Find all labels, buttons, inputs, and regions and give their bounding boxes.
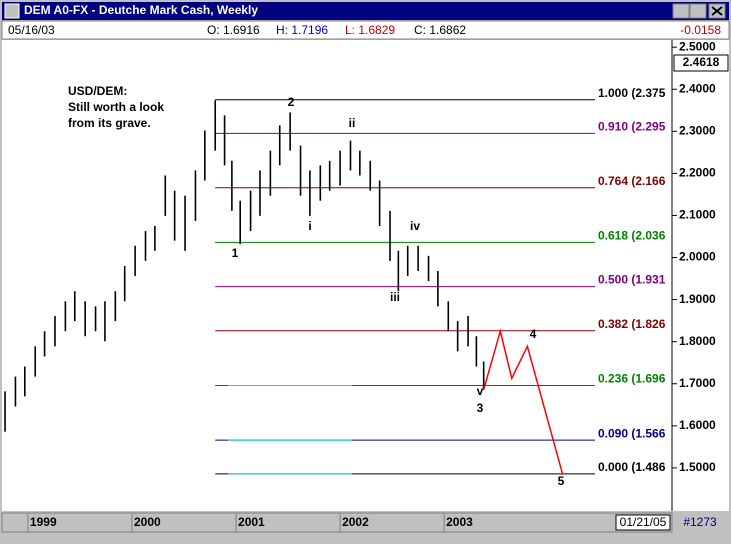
last-price-box (673, 54, 729, 72)
wave-label: 3 (477, 401, 484, 415)
wave-label: 1 (232, 246, 239, 260)
info-close: C: 1.6862 (414, 23, 466, 37)
info-open: O: 1.6916 (207, 23, 260, 37)
info-change: -0.0158 (680, 23, 721, 37)
wave-label: 4 (530, 327, 537, 341)
annotation-line: Still worth a look (68, 100, 164, 114)
x-tick-label: 2000 (134, 515, 161, 529)
title-bar (2, 2, 729, 20)
fib-label: 0.618 (2.036 (598, 229, 666, 243)
projection-line (482, 328, 564, 475)
x-tick-label: 2001 (238, 515, 265, 529)
fib-label: 0.382 (1.826 (598, 317, 666, 331)
y-tick-label: 1.9000 (679, 292, 716, 306)
footer-date-box (615, 514, 671, 531)
info-high: H: 1.7196 (276, 23, 328, 37)
footer-date: 01/21/05 (620, 515, 667, 529)
x-tick-label: 1999 (30, 515, 57, 529)
y-tick-label: 1.5000 (679, 460, 716, 474)
y-tick-label: 2.4000 (679, 81, 716, 95)
wave-label: v (477, 384, 484, 398)
plot-area (2, 40, 672, 511)
info-date: 05/16/03 (8, 23, 55, 37)
plot: 1.000 (2.375 0.910 (2.295 0.764 (2.166 0.61… (4, 86, 666, 488)
annotation-line: USD/DEM: (68, 84, 127, 98)
time-axis (1, 512, 673, 533)
wave-label: iii (390, 290, 400, 304)
info-bar (1, 20, 730, 40)
wave-label: 5 (558, 474, 565, 488)
fib-label: 1.000 (2.375 (598, 86, 666, 100)
y-tick-label: 2.2000 (679, 166, 716, 180)
wave-label: iv (410, 219, 420, 233)
wave-label: i (308, 219, 311, 233)
y-tick-label: 1.6000 (679, 418, 716, 432)
annotation-line: from its grave. (68, 116, 151, 130)
info-low: L: 1.6829 (345, 23, 395, 37)
y-tick-label: 2.0000 (679, 250, 716, 264)
y-tick-label: 1.8000 (679, 334, 716, 348)
price-axis (672, 40, 729, 511)
window-icon (4, 3, 20, 19)
fib-label: 0.500 (1.931 (598, 273, 666, 287)
maximize-button[interactable] (689, 3, 707, 19)
x-tick-label: 2002 (342, 515, 369, 529)
fib-label: 0.910 (2.295 (598, 120, 666, 134)
y-tick-label: 1.7000 (679, 376, 716, 390)
footer-count: #1273 (683, 515, 717, 529)
y-tick-label: 2.1000 (679, 208, 716, 222)
fib-label: 0.236 (1.696 (598, 372, 666, 386)
wave-label: 2 (288, 95, 295, 109)
minimize-button[interactable] (672, 3, 690, 19)
fib-label: 0.764 (2.166 (598, 174, 666, 188)
x-tick-label: 2003 (446, 515, 473, 529)
close-icon (711, 6, 723, 16)
last-price: 2.4618 (683, 55, 720, 69)
wave-label: ii (349, 116, 356, 130)
y-tick-label: 2.5000 (679, 39, 716, 53)
y-tick-label: 2.3000 (679, 123, 716, 137)
window-title: DEM A0-FX - Deutche Mark Cash, Weekly (24, 3, 258, 17)
fib-label: 0.000 (1.486 (598, 460, 666, 474)
fib-label: 0.090 (1.566 (598, 426, 666, 440)
